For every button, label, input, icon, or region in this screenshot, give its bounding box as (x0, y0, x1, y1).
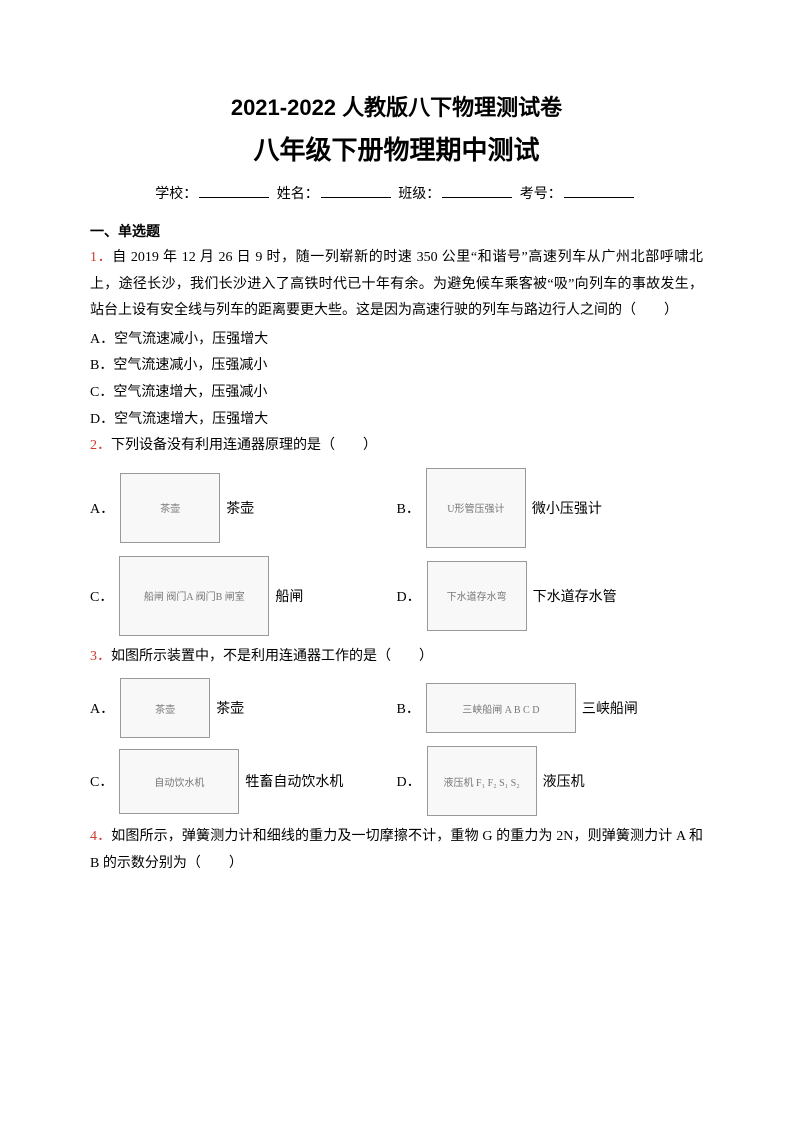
q2-c-label: C． (90, 586, 113, 606)
q2-row-1: A． 茶壶 茶壶 B． U形管压强计 微小压强计 (90, 468, 703, 548)
question-3-text: 如图所示装置中，不是利用连通器工作的是（ ） (111, 649, 433, 664)
question-3: 3．如图所示装置中，不是利用连通器工作的是（ ） (90, 644, 703, 671)
question-1: 1．自 2019 年 12 月 26 日 9 时，随一列崭新的时速 350 公里… (90, 245, 703, 325)
teapot-figure: 茶壶 (120, 473, 220, 543)
student-info-line: 学校： 姓名： 班级： 考号： (90, 183, 703, 203)
q3-d-label: D． (397, 771, 421, 791)
q2-a-caption: 茶壶 (226, 498, 254, 518)
q1-option-c: C．空气流速增大，压强减小 (90, 380, 703, 407)
three-gorges-lock-figure: 三峡船闸 A B C D (426, 683, 576, 733)
class-blank[interactable] (442, 183, 512, 198)
question-2-text: 下列设备没有利用连通器原理的是（ ） (111, 438, 377, 453)
q3-row-1: A． 茶壶 茶壶 B． 三峡船闸 A B C D 三峡船闸 (90, 678, 703, 738)
q3-row-2: C． 自动饮水机 牲畜自动饮水机 D． 液压机 F₁ F₂ S₁ S₂ 液压机 (90, 746, 703, 816)
question-4: 4．如图所示，弹簧测力计和细线的重力及一切摩擦不计，重物 G 的重力为 2N，则… (90, 824, 703, 877)
class-label: 班级： (398, 187, 440, 202)
ship-lock-figure: 船闸 阀门A 阀门B 闸室 (119, 556, 269, 636)
q3-c-caption: 牲畜自动饮水机 (245, 771, 343, 791)
q2-d-label: D． (397, 586, 421, 606)
q2-a-label: A． (90, 498, 114, 518)
name-blank[interactable] (321, 183, 391, 198)
manometer-figure: U形管压强计 (426, 468, 526, 548)
exam-page: 2021-2022 人教版八下物理测试卷 八年级下册物理期中测试 学校： 姓名：… (0, 0, 793, 1122)
q3-a-caption: 茶壶 (216, 698, 244, 718)
hydraulic-press-figure: 液压机 F₁ F₂ S₁ S₂ (427, 746, 537, 816)
question-2-number: 2． (90, 438, 111, 453)
question-3-number: 3． (90, 649, 111, 664)
q3-c-label: C． (90, 771, 113, 791)
q2-d-caption: 下水道存水管 (533, 586, 617, 606)
section-1-heading: 一、单选题 (90, 221, 703, 241)
livestock-waterer-figure: 自动饮水机 (119, 749, 239, 814)
question-1-options: A．空气流速减小，压强增大 B．空气流速减小，压强减小 C．空气流速增大，压强减… (90, 327, 703, 433)
school-label: 学校： (155, 187, 197, 202)
q2-b-caption: 微小压强计 (532, 498, 602, 518)
q2-c-caption: 船闸 (275, 586, 303, 606)
question-4-text: 如图所示，弹簧测力计和细线的重力及一切摩擦不计，重物 G 的重力为 2N，则弹簧… (90, 829, 703, 871)
q3-b-caption: 三峡船闸 (582, 698, 638, 718)
q1-option-a: A．空气流速减小，压强增大 (90, 327, 703, 354)
question-2: 2．下列设备没有利用连通器原理的是（ ） (90, 433, 703, 460)
q1-option-b: B．空气流速减小，压强减小 (90, 353, 703, 380)
q2-b-label: B． (397, 498, 420, 518)
question-4-number: 4． (90, 829, 111, 844)
title-line-2: 八年级下册物理期中测试 (90, 130, 703, 167)
q1-option-d: D．空气流速增大，压强增大 (90, 407, 703, 434)
q3-b-label: B． (397, 698, 420, 718)
title-line-1: 2021-2022 人教版八下物理测试卷 (90, 90, 703, 122)
examno-blank[interactable] (564, 183, 634, 198)
q3-d-caption: 液压机 (543, 771, 585, 791)
question-1-text: 自 2019 年 12 月 26 日 9 时，随一列崭新的时速 350 公里“和… (90, 250, 703, 318)
examno-label: 考号： (520, 187, 562, 202)
q2-row-2: C． 船闸 阀门A 阀门B 闸室 船闸 D． 下水道存水弯 下水道存水管 (90, 556, 703, 636)
drain-trap-figure: 下水道存水弯 (427, 561, 527, 631)
question-1-number: 1． (90, 250, 112, 265)
teapot-figure-2: 茶壶 (120, 678, 210, 738)
name-label: 姓名： (277, 187, 319, 202)
school-blank[interactable] (199, 183, 269, 198)
q3-a-label: A． (90, 698, 114, 718)
